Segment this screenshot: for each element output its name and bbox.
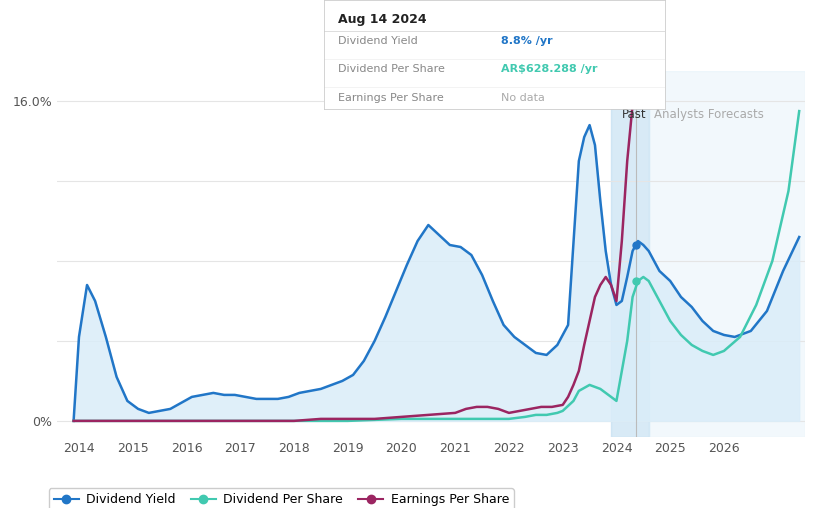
- Text: AR$628.288 /yr: AR$628.288 /yr: [502, 65, 598, 75]
- Legend: Dividend Yield, Dividend Per Share, Earnings Per Share: Dividend Yield, Dividend Per Share, Earn…: [48, 488, 514, 508]
- Text: No data: No data: [502, 93, 545, 103]
- Text: Earnings Per Share: Earnings Per Share: [338, 93, 443, 103]
- Bar: [649, 71, 805, 437]
- Text: Dividend Yield: Dividend Yield: [338, 36, 418, 46]
- Text: 8.8% /yr: 8.8% /yr: [502, 36, 553, 46]
- Text: Analysts Forecasts: Analysts Forecasts: [654, 108, 764, 121]
- Bar: [611, 71, 649, 437]
- Text: Dividend Per Share: Dividend Per Share: [338, 65, 445, 75]
- Text: Aug 14 2024: Aug 14 2024: [338, 13, 427, 26]
- Text: Past: Past: [621, 108, 646, 121]
